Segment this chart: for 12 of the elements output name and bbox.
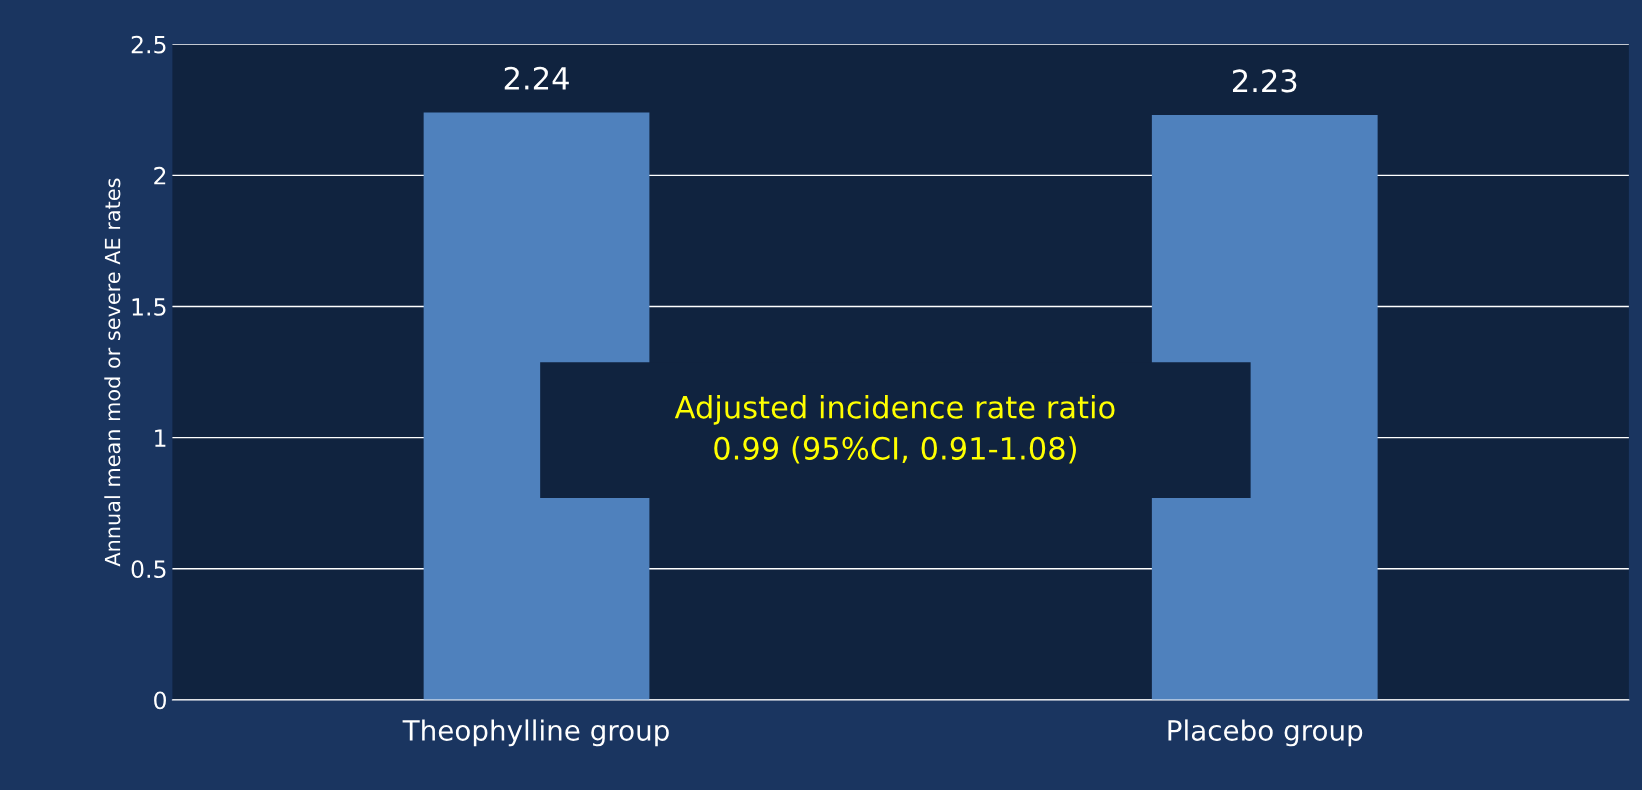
- y-tick-label: 0.5: [131, 560, 166, 579]
- data-label: 2.23: [1232, 69, 1297, 93]
- annotation: Adjusted incidence rate ratio 0.99 (95%CI, 0.91-1.08): [674, 395, 1115, 464]
- y-tick-label: 1.5: [132, 298, 166, 316]
- y-tick-label: 1: [155, 429, 166, 447]
- data-label: 2.24: [504, 66, 569, 90]
- y-tick-label: 2: [154, 166, 166, 185]
- y-axis-title: Annual mean mod or severe AE rates: [104, 178, 121, 567]
- x-tick-label: Placebo group: [1168, 719, 1363, 747]
- y-tick-label: 2.5: [131, 35, 166, 54]
- x-tick-label: Theophylline group: [402, 719, 669, 747]
- y-tick-label: 0: [154, 691, 166, 710]
